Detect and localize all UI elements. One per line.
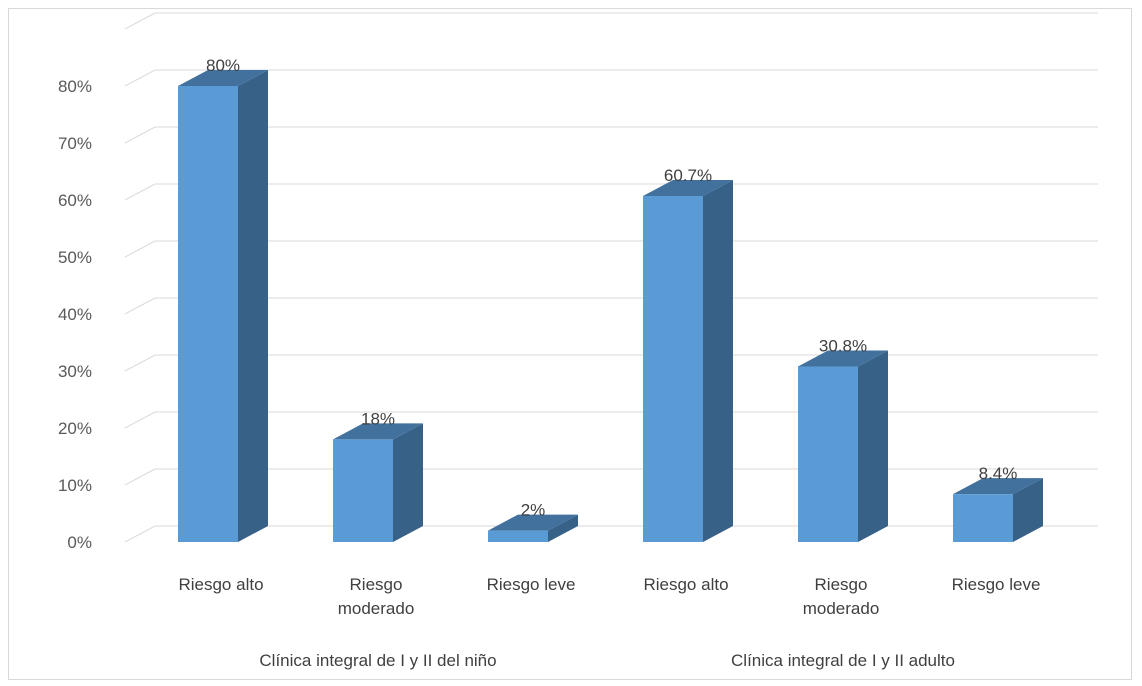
bar [178, 70, 268, 542]
bar-top [488, 514, 578, 531]
bar-side [238, 70, 268, 542]
bar-front [798, 366, 858, 542]
bar-side [703, 180, 733, 542]
y-tick-label: 0% [67, 533, 92, 552]
bar-top [333, 423, 423, 440]
gridline [124, 525, 1098, 543]
y-tick-label: 50% [58, 248, 92, 267]
bar-top [178, 70, 268, 86]
bar-side [548, 514, 578, 542]
data-label: 8.4% [979, 464, 1018, 483]
bar [643, 180, 733, 542]
bar-top [953, 478, 1043, 495]
bar-front [953, 494, 1013, 542]
gridline [124, 240, 1098, 258]
category-label: Riesgo alto [643, 575, 728, 594]
bar-front [178, 86, 238, 542]
y-tick-label: 40% [58, 305, 92, 324]
y-tick-label: 10% [58, 476, 92, 495]
bar-top [643, 180, 733, 197]
data-label: 30.8% [819, 336, 867, 355]
bar [333, 423, 423, 542]
bar-side [393, 423, 423, 542]
category-labels: Riesgo alto Riesgo moderado Riesgo leve Ries… [178, 575, 1040, 618]
category-label: Riesgo leve [487, 575, 576, 594]
gridline [124, 69, 1098, 87]
category-label: Riesgo moderado [803, 575, 880, 618]
y-tick-label: 30% [58, 362, 92, 381]
gridline [124, 354, 1098, 372]
group-label: Clínica integral de I y II adulto [731, 651, 955, 670]
bar-top [798, 350, 888, 367]
bar-front [333, 439, 393, 542]
y-tick-label: 60% [58, 191, 92, 210]
data-label: 2% [521, 501, 546, 520]
bar-front [488, 530, 548, 542]
bar-front [643, 196, 703, 542]
gridline [124, 468, 1098, 486]
bar [488, 514, 578, 542]
category-label: Riesgo moderado [338, 575, 415, 618]
group-label: Clínica integral de I y II del niño [259, 651, 496, 670]
y-axis-ticks: 0% 10% 20% 30% 40% 50% 60% 70% 80% [58, 77, 92, 552]
y-tick-label: 20% [58, 419, 92, 438]
gridline [124, 411, 1098, 429]
gridline [124, 297, 1098, 315]
gridline [124, 126, 1098, 144]
data-label: 60.7% [664, 166, 712, 185]
group-labels: Clínica integral de I y II del niño Clíni… [259, 651, 955, 670]
bar-side [1013, 478, 1043, 542]
data-label: 80% [206, 56, 240, 75]
y-tick-label: 80% [58, 77, 92, 96]
category-label: Riesgo alto [178, 575, 263, 594]
bar [953, 478, 1043, 542]
category-label: Riesgo leve [952, 575, 1041, 594]
gridline [124, 12, 1098, 30]
bar-side [858, 350, 888, 542]
gridlines [124, 12, 1098, 543]
gridline [124, 183, 1098, 201]
bars [178, 70, 1043, 542]
y-tick-label: 70% [58, 134, 92, 153]
data-label: 18% [361, 409, 395, 428]
bar [798, 350, 888, 542]
data-labels: 80% 18% 2% 60.7% 30.8% 8.4% [206, 56, 1017, 520]
